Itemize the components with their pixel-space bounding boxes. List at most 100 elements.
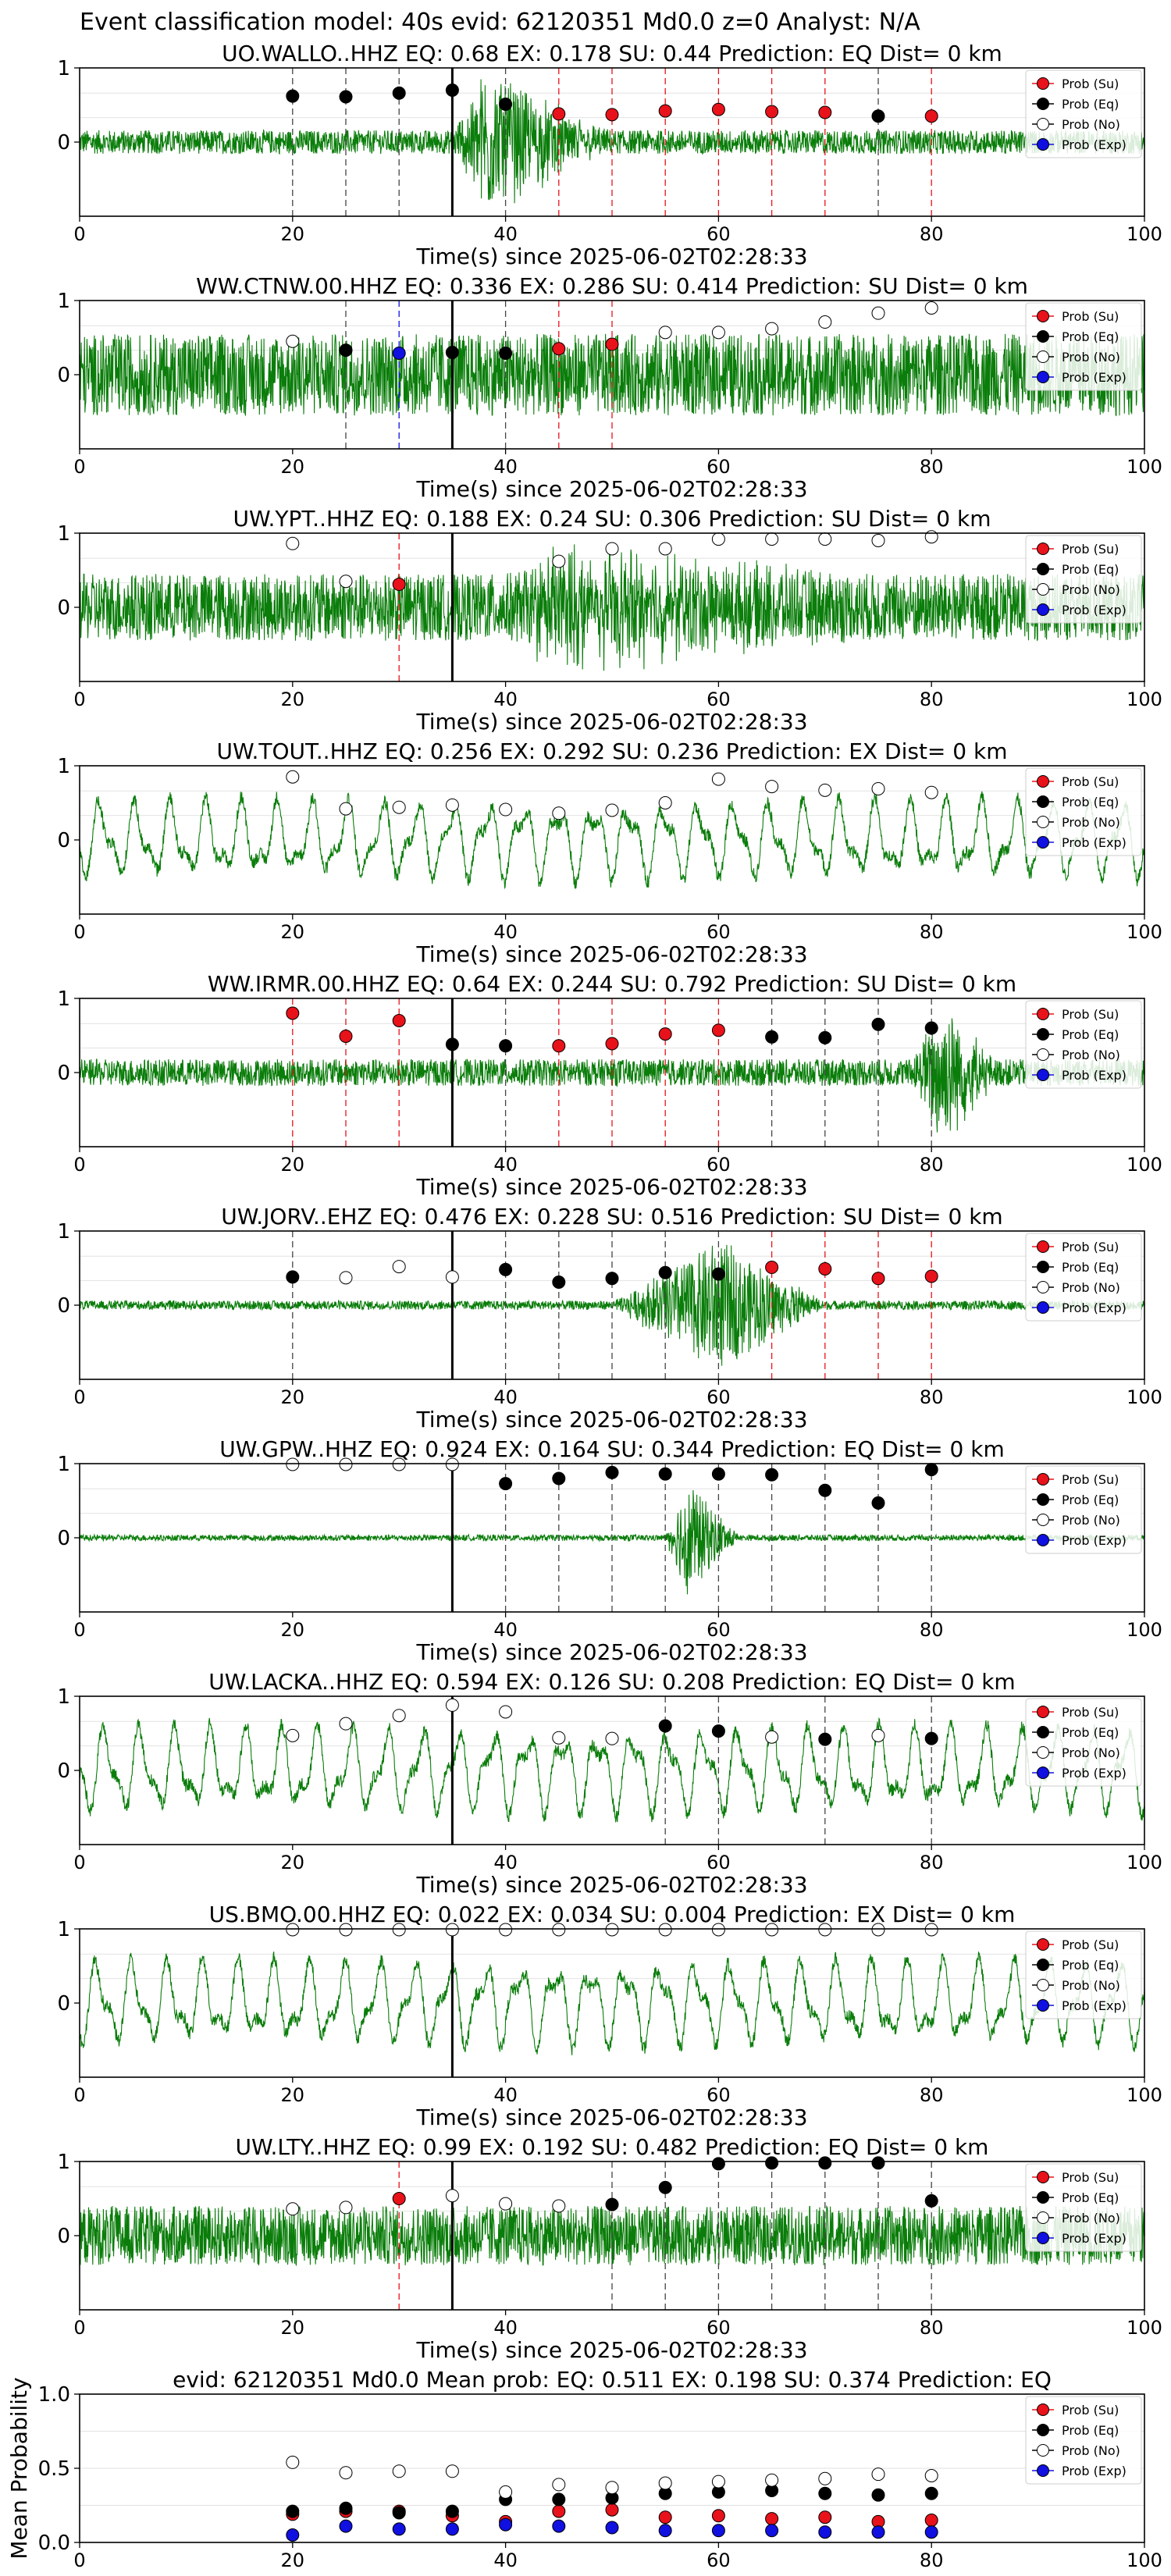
panel-7: UW.GPW..HHZ EQ: 0.924 EX: 0.164 SU: 0.34…	[57, 1436, 1162, 1665]
prob-marker-no	[445, 1270, 459, 1284]
legend-label: Prob (Su)	[1062, 1007, 1119, 1022]
x-tick-label: 100	[1127, 921, 1162, 943]
legend-label: Prob (Su)	[1062, 309, 1119, 324]
y-tick-label: 1	[57, 1918, 70, 1941]
panel-title: UW.LTY..HHZ EQ: 0.99 EX: 0.192 SU: 0.482…	[236, 2134, 989, 2160]
y-tick-label: 1.0	[38, 2383, 70, 2407]
legend-label: Prob (Su)	[1062, 1240, 1119, 1254]
x-tick-label: 80	[920, 1852, 944, 1873]
y-tick-label: 1	[57, 1453, 70, 1476]
prob-marker-no	[605, 542, 619, 556]
prob-marker-no	[658, 796, 672, 809]
prob-marker-no	[499, 1705, 513, 1719]
x-tick-label: 60	[707, 2549, 731, 2571]
y-tick-label: 0	[57, 2225, 70, 2248]
panel-title: UW.JORV..EHZ EQ: 0.476 EX: 0.228 SU: 0.5…	[221, 1204, 1002, 1229]
legend-label: Prob (No)	[1062, 1513, 1120, 1528]
x-tick-label: 20	[281, 1852, 305, 1873]
prob-marker-su	[339, 1029, 353, 1043]
waveform-trace	[79, 79, 1145, 204]
legend-marker-eq	[1037, 330, 1049, 343]
legend-label: Prob (Su)	[1062, 2170, 1119, 2185]
prob-marker-eq	[658, 2180, 672, 2194]
mean-prob-point-su	[605, 2503, 619, 2517]
mean-prob-point-exp	[765, 2524, 779, 2538]
legend-label: Prob (Eq)	[1062, 795, 1119, 809]
legend-marker-exp	[1037, 1301, 1049, 1314]
legend-label: Prob (Su)	[1062, 1705, 1119, 1720]
mean-prob-point-no	[552, 2478, 566, 2492]
legend-label: Prob (Eq)	[1062, 1725, 1119, 1740]
x-tick-label: 0	[73, 2317, 85, 2339]
mean-prob-point-no	[445, 2464, 459, 2478]
legend-label: Prob (No)	[1062, 2211, 1120, 2226]
x-axis-label: Time(s) since 2025-06-02T02:28:33	[415, 2105, 807, 2130]
legend: Prob (Su) Prob (Eq) Prob (No) Prob (Exp)	[1025, 1465, 1142, 1554]
y-tick-label: 1	[57, 290, 70, 313]
x-axis-label: Time(s) since 2025-06-02T02:28:33	[415, 1639, 807, 1665]
mean-prob-point-eq	[286, 2504, 300, 2518]
prob-marker-no	[871, 781, 885, 795]
prob-marker-eq	[658, 1265, 672, 1279]
prob-marker-no	[392, 1923, 406, 1937]
axes-frame	[79, 300, 1145, 450]
x-tick-label: 20	[281, 2317, 305, 2339]
legend-marker-no	[1037, 2211, 1049, 2224]
legend-label: Prob (No)	[1062, 1745, 1120, 1760]
x-tick-label: 60	[707, 223, 731, 245]
legend-label: Prob (No)	[1062, 350, 1120, 365]
prob-marker-su	[552, 1039, 566, 1053]
x-tick-label: 0	[73, 223, 85, 245]
legend-label: Prob (Su)	[1062, 1472, 1119, 1487]
legend-marker-su	[1037, 2403, 1049, 2416]
legend-label: Prob (Eq)	[1062, 1493, 1119, 1507]
x-tick-label: 20	[281, 1386, 305, 1408]
x-tick-label: 0	[73, 1386, 85, 1408]
prob-marker-eq	[605, 1272, 619, 1286]
y-tick-label: 1	[57, 2151, 70, 2174]
legend-frame	[1025, 1000, 1142, 1089]
x-axis-label: Time(s) since 2025-06-02T02:28:33	[415, 1174, 807, 1200]
x-tick-label: 100	[1127, 223, 1162, 245]
mean-prob-point-no	[339, 2466, 353, 2480]
legend-label: Prob (Eq)	[1062, 1958, 1119, 1973]
legend: Prob (Su) Prob (Eq) Prob (No) Prob (Exp)	[1025, 535, 1142, 624]
prob-marker-eq	[339, 343, 353, 358]
prob-marker-eq	[499, 1477, 513, 1491]
prob-marker-no	[818, 1923, 832, 1937]
legend-label: Prob (Su)	[1062, 2403, 1119, 2418]
x-tick-label: 100	[1127, 1852, 1162, 1873]
prob-marker-no	[499, 802, 513, 817]
legend-marker-su	[1037, 1240, 1049, 1253]
panel-title: UW.LACKA..HHZ EQ: 0.594 EX: 0.126 SU: 0.…	[208, 1669, 1015, 1695]
x-tick-label: 40	[493, 1852, 518, 1873]
mean-prob-point-exp	[392, 2522, 406, 2536]
legend-label: Prob (No)	[1062, 582, 1120, 597]
prob-marker-no	[445, 1457, 459, 1471]
panel-9: US.BMO.00.HHZ EQ: 0.022 EX: 0.034 SU: 0.…	[57, 1902, 1162, 2130]
mean-prob-point-no	[765, 2473, 779, 2487]
panel-3: UW.YPT..HHZ EQ: 0.188 EX: 0.24 SU: 0.306…	[57, 506, 1162, 735]
prob-marker-eq	[445, 346, 459, 359]
x-tick-label: 100	[1127, 2549, 1162, 2571]
panel-title: UO.WALLO..HHZ EQ: 0.68 EX: 0.178 SU: 0.4…	[222, 41, 1002, 66]
prob-marker-no	[445, 1923, 459, 1937]
y-tick-label: 1	[57, 522, 70, 546]
x-tick-label: 20	[281, 2549, 305, 2571]
prob-marker-eq	[818, 1030, 832, 1044]
y-tick-label: 0	[57, 1992, 70, 2016]
panel-4: UW.TOUT..HHZ EQ: 0.256 EX: 0.292 SU: 0.2…	[57, 738, 1162, 967]
legend-marker-eq	[1037, 1261, 1049, 1273]
prob-marker-su	[552, 107, 566, 121]
prob-marker-eq	[286, 89, 300, 103]
mean-prob-point-no	[871, 2467, 885, 2482]
panel-title: UW.TOUT..HHZ EQ: 0.256 EX: 0.292 SU: 0.2…	[216, 738, 1007, 764]
prob-marker-eq	[924, 2194, 938, 2208]
legend-label: Prob (Exp)	[1062, 603, 1127, 617]
prob-marker-no	[339, 2201, 353, 2215]
prob-marker-su	[392, 578, 406, 592]
mean-prob-point-exp	[818, 2525, 832, 2539]
mean-prob-point-su	[658, 2510, 672, 2524]
legend-marker-no	[1037, 1281, 1049, 1293]
x-tick-label: 60	[707, 688, 731, 710]
